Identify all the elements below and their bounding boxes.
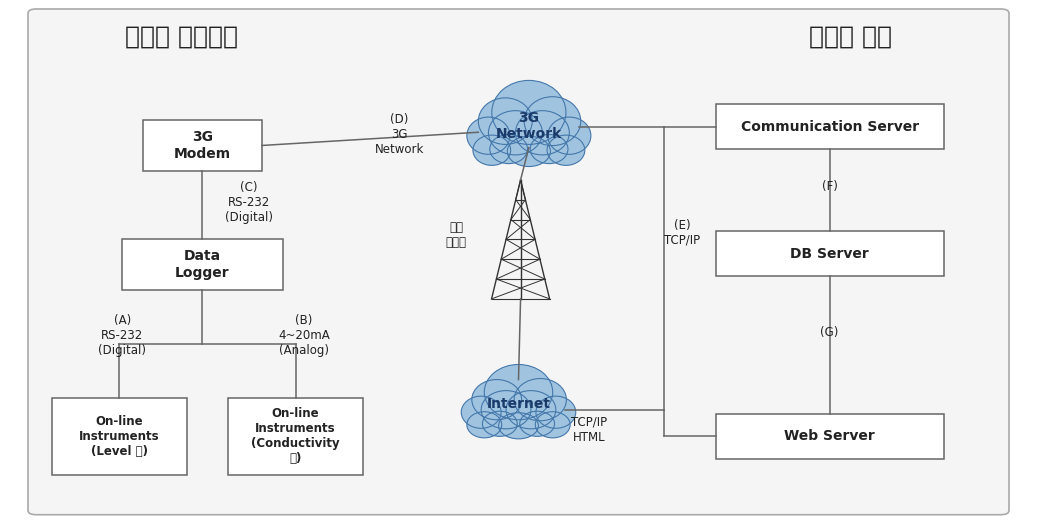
Ellipse shape <box>530 134 568 163</box>
Text: 통신
사업자: 통신 사업자 <box>446 222 467 249</box>
Ellipse shape <box>488 111 542 155</box>
Ellipse shape <box>482 411 517 436</box>
Ellipse shape <box>473 135 510 166</box>
Text: (G): (G) <box>820 326 839 339</box>
Text: On-line
Instruments
(Conductivity
등): On-line Instruments (Conductivity 등) <box>251 407 340 466</box>
Ellipse shape <box>524 97 581 145</box>
Text: 3G
Modem: 3G Modem <box>173 130 231 161</box>
Text: Data
Logger: Data Logger <box>175 249 229 280</box>
Ellipse shape <box>489 134 528 163</box>
Bar <box>122 239 282 290</box>
Bar <box>228 398 363 475</box>
Ellipse shape <box>548 117 591 154</box>
Text: TCP/IP
HTML: TCP/IP HTML <box>571 416 607 443</box>
Ellipse shape <box>461 396 501 428</box>
Text: (E)
TCP/IP: (E) TCP/IP <box>665 219 700 247</box>
Ellipse shape <box>492 80 566 144</box>
Ellipse shape <box>467 117 510 154</box>
Ellipse shape <box>467 412 502 438</box>
Ellipse shape <box>478 98 532 144</box>
Ellipse shape <box>499 413 538 439</box>
Text: (D)
3G
Network: (D) 3G Network <box>374 113 424 157</box>
Text: Web Server: Web Server <box>784 430 875 443</box>
Ellipse shape <box>472 380 522 420</box>
Ellipse shape <box>548 135 585 166</box>
Text: (B)
4~20mA
(Analog): (B) 4~20mA (Analog) <box>278 314 330 358</box>
Ellipse shape <box>506 390 556 429</box>
Bar <box>142 121 261 170</box>
Text: (F): (F) <box>821 180 838 193</box>
Ellipse shape <box>520 411 555 436</box>
Ellipse shape <box>484 364 553 420</box>
Bar <box>52 398 187 475</box>
Ellipse shape <box>535 412 570 438</box>
Text: Internet: Internet <box>486 397 551 411</box>
Text: (A)
RS-232
(Digital): (A) RS-232 (Digital) <box>99 314 146 358</box>
Ellipse shape <box>507 136 551 167</box>
Ellipse shape <box>514 379 566 421</box>
Text: 도심지 토사재해: 도심지 토사재해 <box>125 25 237 49</box>
Ellipse shape <box>515 111 569 155</box>
FancyBboxPatch shape <box>28 9 1009 515</box>
Ellipse shape <box>481 390 531 429</box>
Text: DB Server: DB Server <box>790 247 869 261</box>
Bar <box>716 105 944 149</box>
Ellipse shape <box>536 396 576 428</box>
Text: (C)
RS-232
(Digital): (C) RS-232 (Digital) <box>225 180 273 224</box>
Bar <box>716 232 944 276</box>
Text: On-line
Instruments
(Level 등): On-line Instruments (Level 등) <box>79 415 160 458</box>
Bar <box>716 414 944 459</box>
Text: 3G
Network: 3G Network <box>496 111 562 141</box>
Text: 원격지 서버: 원격지 서버 <box>809 25 892 49</box>
Text: Communication Server: Communication Server <box>740 120 919 134</box>
